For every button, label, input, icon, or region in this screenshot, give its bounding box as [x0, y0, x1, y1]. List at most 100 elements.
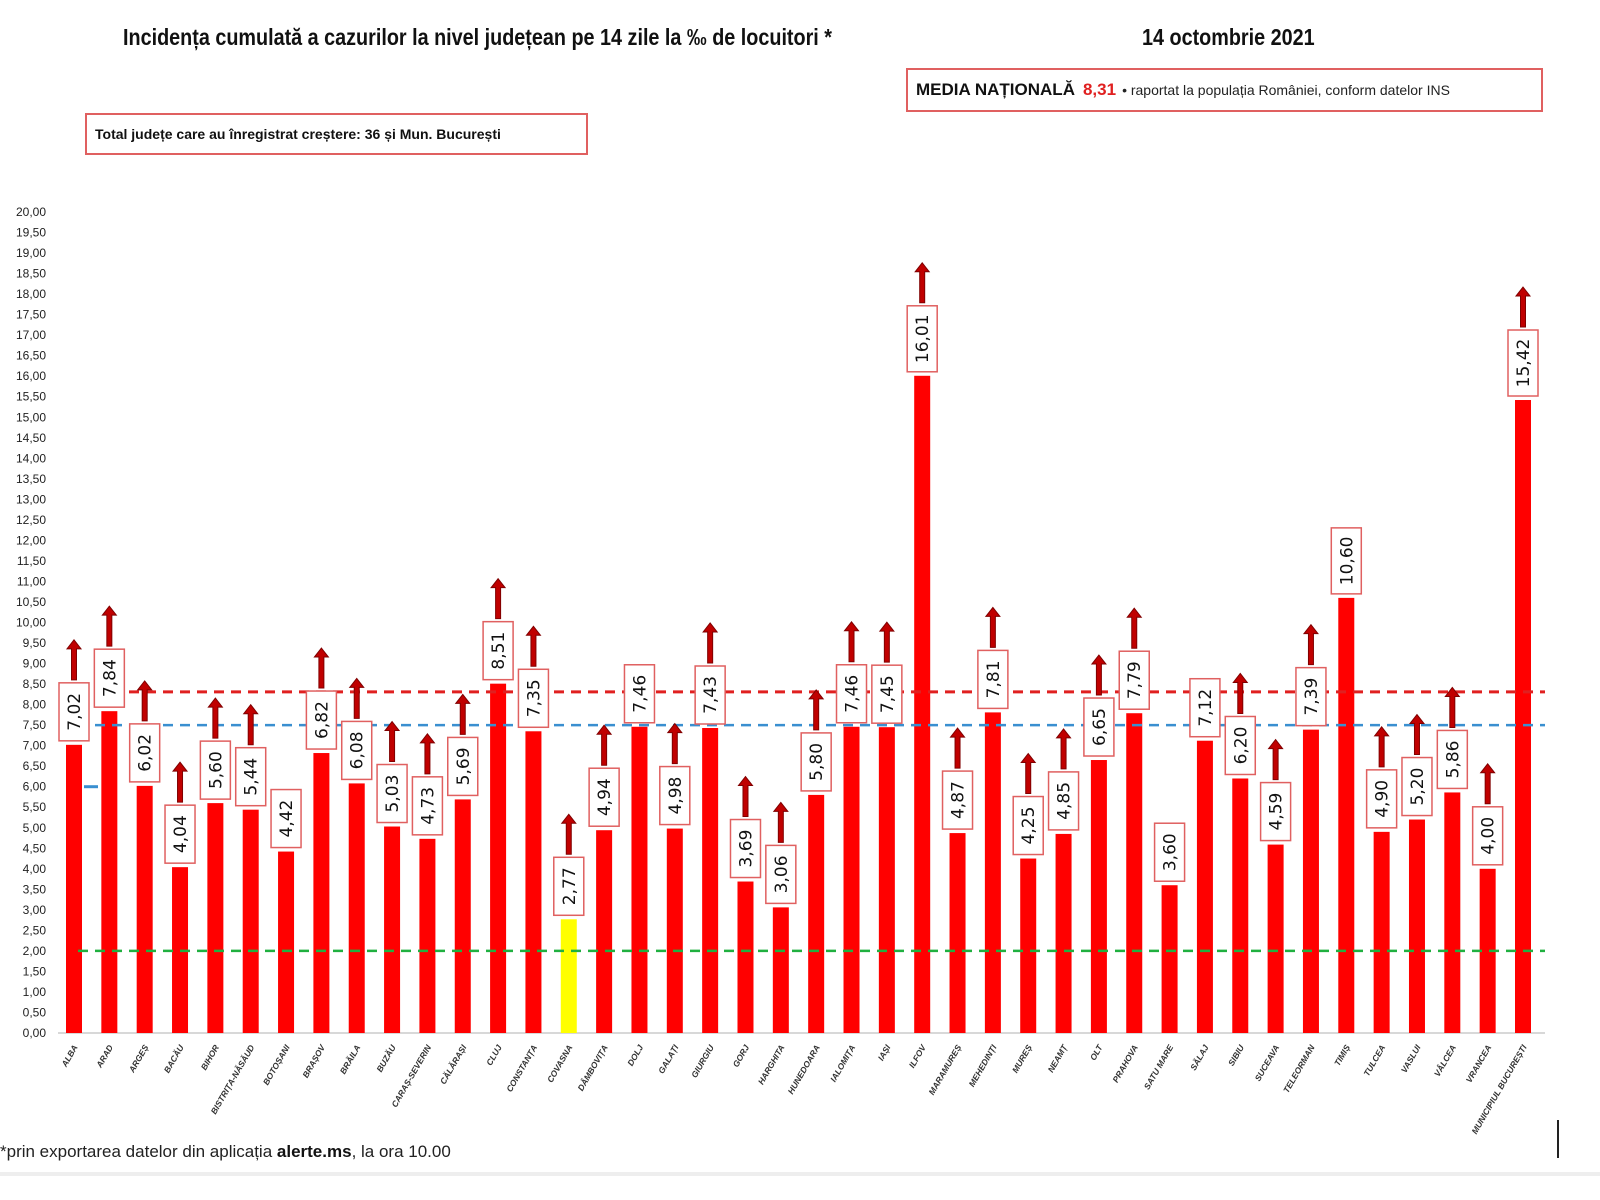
y-tick-label: 20,00: [16, 205, 46, 219]
data-label-box: [270, 788, 302, 849]
increase-arrow-icon: [1055, 728, 1072, 770]
y-tick-label: 4,50: [23, 841, 47, 855]
increase-arrow-icon: [878, 621, 895, 663]
increase-arrow-icon: [101, 605, 118, 647]
bar-arad: [101, 711, 118, 1033]
data-label-box: [871, 664, 903, 724]
increase-arrow-icon: [666, 722, 683, 765]
y-tick-label: 14,50: [16, 431, 46, 445]
increase-arrow-icon: [949, 727, 966, 769]
bar-neamț: [1055, 833, 1072, 1033]
bar-dolj: [631, 726, 648, 1033]
increase-arrow-icon: [207, 697, 224, 739]
bar-maramureș: [949, 833, 966, 1033]
x-tick-label: SATU MARE: [1142, 1043, 1176, 1091]
x-tick-label: IAȘI: [876, 1042, 893, 1062]
x-tick-label: OLT: [1088, 1042, 1105, 1062]
increase-arrow-icon: [454, 693, 471, 735]
increase-arrow-icon: [808, 689, 825, 731]
bar-ilfov: [914, 375, 931, 1033]
increase-arrow-icon: [136, 680, 153, 722]
bar-ialomița: [843, 726, 860, 1033]
data-label-box: [1047, 771, 1080, 831]
data-label: 3,69: [736, 830, 756, 868]
increase-arrow-icon: [1302, 623, 1319, 666]
x-tick-label: BRĂILA: [337, 1043, 363, 1076]
divider: [1557, 1120, 1559, 1158]
bar-teleorman: [1302, 729, 1319, 1033]
data-label: 5,60: [206, 751, 226, 789]
bar-timiș: [1338, 597, 1355, 1033]
increase-arrow-icon: [1267, 738, 1284, 781]
bar-buzău: [384, 826, 401, 1033]
bar-dâmbovița: [596, 830, 613, 1033]
data-label: 5,86: [1443, 741, 1463, 779]
data-label-box: [694, 665, 726, 725]
footnote: *prin exportarea datelor din aplicația a…: [0, 1142, 451, 1162]
bar-giurgiu: [702, 727, 719, 1033]
national-average-value: 8,31: [1082, 80, 1117, 99]
bar-sibiu: [1232, 778, 1249, 1033]
x-tick-label: GALAȚI: [656, 1042, 681, 1075]
y-tick-label: 5,50: [23, 800, 47, 814]
y-tick-label: 0,50: [23, 1005, 47, 1019]
data-label: 4,73: [418, 787, 438, 825]
increase-arrow-icon: [1479, 762, 1496, 805]
y-tick-label: 19,50: [16, 226, 46, 240]
y-tick-label: 17,50: [16, 308, 46, 322]
x-tick-label: MEHEDINȚI: [967, 1042, 999, 1088]
x-tick-label: MUREȘ: [1010, 1043, 1034, 1075]
x-tick-label: TIMIȘ: [1332, 1043, 1352, 1068]
y-tick-label: 11,00: [17, 574, 46, 588]
data-label: 3,06: [772, 855, 792, 893]
x-tick-label: MARAMUREȘ: [927, 1043, 964, 1097]
increase-arrow-icon: [1232, 672, 1249, 714]
data-label-box: [447, 736, 479, 797]
increase-arrow-icon: [984, 606, 1001, 648]
data-label: 7,79: [1125, 661, 1145, 699]
data-label-box: [1118, 650, 1150, 710]
y-tick-label: 9,50: [23, 636, 47, 650]
increase-arrow-icon: [914, 261, 931, 304]
data-label-box: [800, 732, 832, 792]
data-label-box: [906, 305, 938, 373]
data-label: 4,00: [1479, 817, 1499, 855]
data-label-box: [1153, 822, 1186, 882]
y-tick-label: 7,00: [23, 739, 47, 753]
data-label: 7,81: [984, 660, 1004, 698]
x-tick-label: TULCEA: [1361, 1043, 1387, 1078]
y-tick-label: 1,00: [23, 985, 47, 999]
bar-harghita: [772, 907, 789, 1033]
data-label-box: [977, 649, 1009, 710]
data-label-box: [623, 664, 656, 724]
data-label-box: [58, 682, 90, 742]
y-tick-label: 2,50: [23, 923, 47, 937]
y-tick-label: 8,50: [23, 677, 47, 691]
increase-arrow-icon: [737, 775, 754, 818]
x-tick-label: SIBIU: [1226, 1042, 1246, 1067]
increase-arrow-icon: [1444, 686, 1461, 728]
data-label-box: [1295, 666, 1327, 727]
data-label-box: [376, 763, 408, 824]
y-tick-label: 5,00: [23, 821, 47, 835]
increase-arrow-icon: [242, 703, 259, 746]
x-tick-label: TELEORMAN: [1281, 1042, 1317, 1094]
y-tick-label: 17,00: [16, 328, 46, 342]
bar-brașov: [313, 753, 330, 1033]
data-label: 4,98: [666, 777, 686, 815]
bar-călărași: [454, 799, 471, 1033]
increase-arrow-icon: [560, 813, 577, 855]
increase-arrow-icon: [525, 625, 542, 667]
y-tick-label: 12,50: [16, 513, 46, 527]
y-tick-label: 2,00: [23, 944, 47, 958]
bar-vaslui: [1408, 819, 1425, 1033]
y-tick-label: 6,50: [23, 759, 47, 773]
data-label: 6,82: [312, 701, 332, 739]
data-label-box: [553, 856, 585, 917]
increase-arrow-icon: [772, 801, 789, 843]
data-label: 4,42: [277, 800, 297, 838]
data-label: 4,94: [595, 778, 615, 816]
y-tick-label: 0,00: [23, 1026, 47, 1040]
data-label: 7,35: [524, 679, 544, 717]
national-average-box: MEDIA NAȚIONALĂ 8,31 • raportat la popul…: [906, 68, 1543, 112]
